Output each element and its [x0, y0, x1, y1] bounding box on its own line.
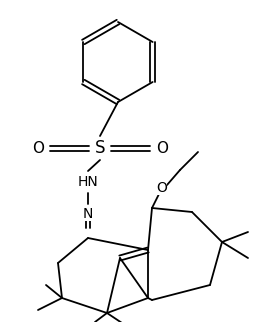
Text: S: S — [95, 139, 105, 157]
Text: O: O — [157, 181, 167, 195]
Text: HN: HN — [78, 175, 98, 189]
Text: N: N — [83, 207, 93, 221]
Text: O: O — [156, 140, 168, 156]
Text: O: O — [32, 140, 44, 156]
